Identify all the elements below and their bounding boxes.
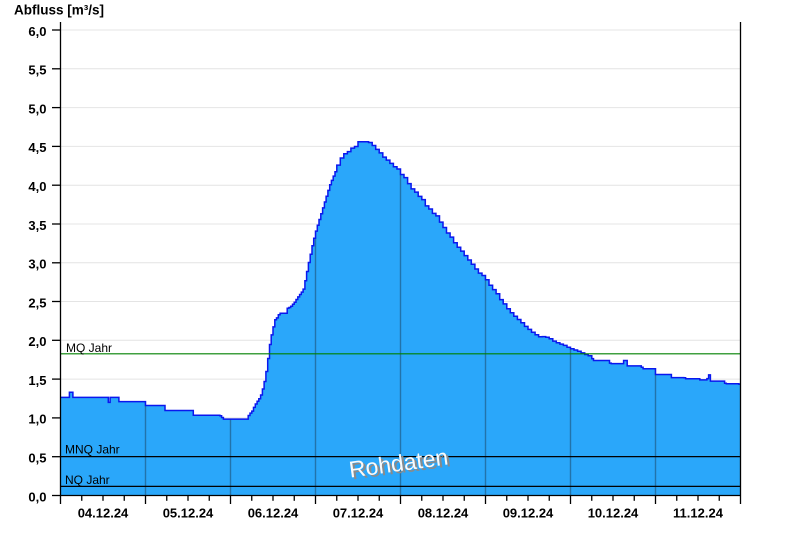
svg-text:05.12.24: 05.12.24: [163, 505, 214, 520]
svg-text:2,5: 2,5: [28, 295, 46, 310]
svg-text:0,0: 0,0: [28, 489, 46, 504]
svg-text:11.12.24: 11.12.24: [673, 505, 724, 520]
svg-text:4,5: 4,5: [28, 140, 46, 155]
svg-text:NQ Jahr: NQ Jahr: [65, 473, 110, 487]
svg-text:08.12.24: 08.12.24: [418, 505, 469, 520]
svg-text:3,0: 3,0: [28, 257, 46, 272]
svg-text:Abfluss [m³/s]: Abfluss [m³/s]: [14, 3, 104, 18]
svg-text:3,5: 3,5: [28, 218, 46, 233]
svg-text:5,0: 5,0: [28, 101, 46, 116]
svg-text:4,0: 4,0: [28, 179, 46, 194]
svg-text:1,0: 1,0: [28, 412, 46, 427]
svg-text:MNQ Jahr: MNQ Jahr: [65, 443, 120, 457]
svg-text:2,0: 2,0: [28, 334, 46, 349]
svg-text:5,5: 5,5: [28, 63, 46, 78]
svg-text:MQ Jahr: MQ Jahr: [66, 341, 112, 355]
svg-text:10.12.24: 10.12.24: [588, 505, 639, 520]
svg-text:06.12.24: 06.12.24: [248, 505, 299, 520]
svg-text:09.12.24: 09.12.24: [503, 505, 554, 520]
svg-text:07.12.24: 07.12.24: [333, 505, 384, 520]
svg-text:0,5: 0,5: [28, 451, 46, 466]
svg-text:6,0: 6,0: [28, 24, 46, 39]
svg-text:04.12.24: 04.12.24: [78, 505, 129, 520]
svg-text:1,5: 1,5: [28, 373, 46, 388]
